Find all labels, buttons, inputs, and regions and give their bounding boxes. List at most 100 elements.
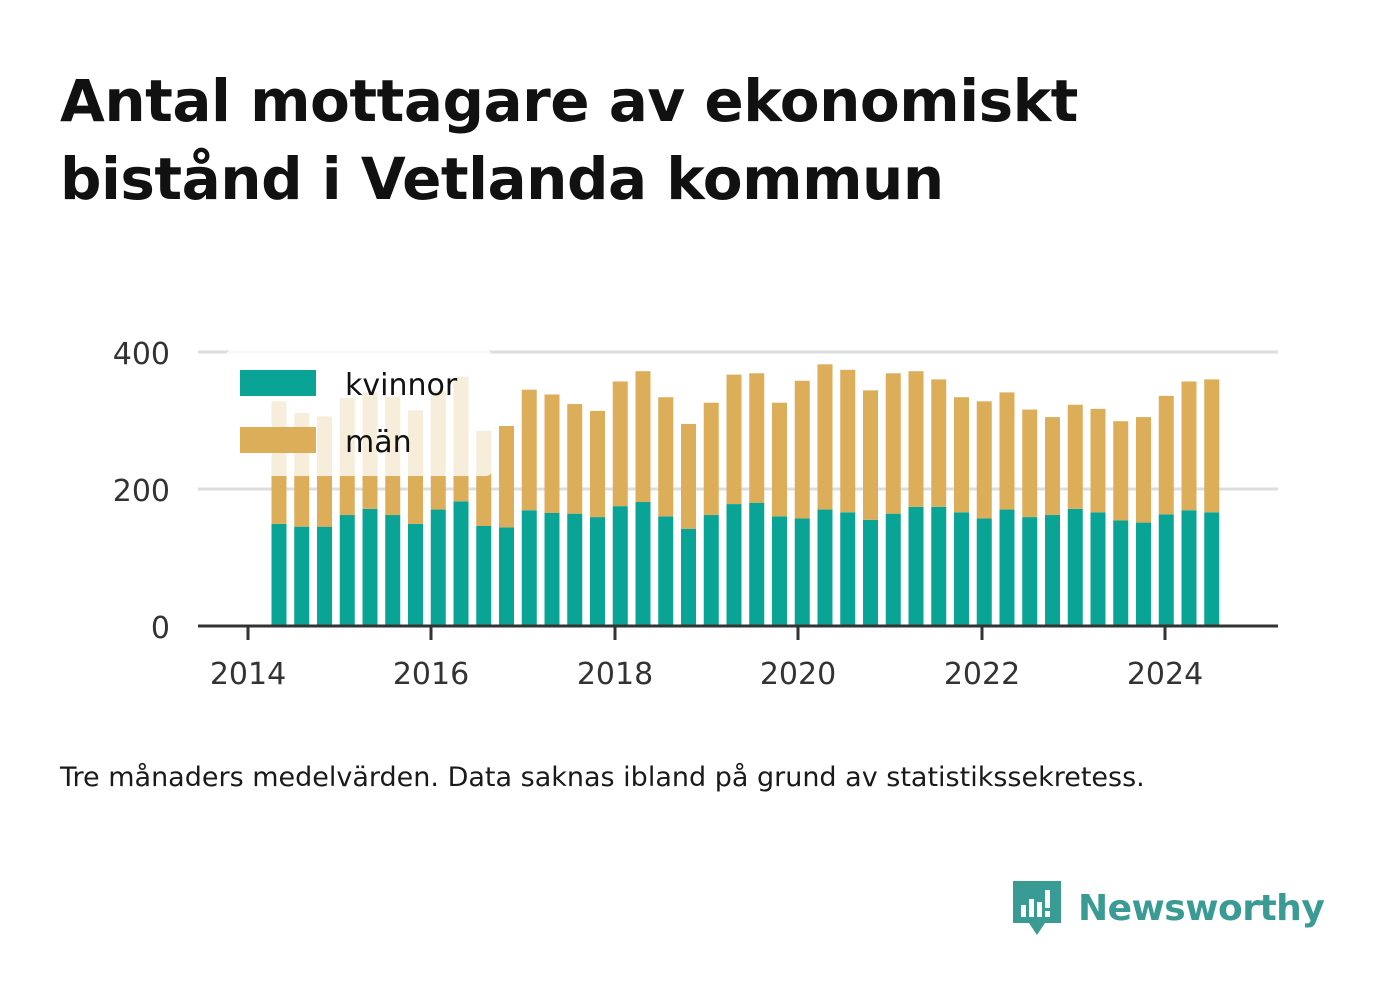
brand-logo: Newsworthy	[1010, 878, 1325, 938]
bar-kvinnor	[681, 528, 696, 626]
bar-man	[544, 394, 560, 513]
bar-kvinnor	[863, 519, 878, 627]
legend-label-man: män	[345, 425, 412, 460]
bar-man	[1067, 404, 1083, 509]
bar-man	[885, 373, 901, 514]
bar-kvinnor	[658, 516, 674, 626]
bar-kvinnor	[1045, 515, 1060, 626]
chart-title: Antal mottagare av ekonomiskt bistånd i …	[60, 62, 1260, 218]
bar-man	[794, 380, 810, 519]
bar-kvinnor	[453, 501, 469, 626]
bar-kvinnor	[271, 523, 287, 626]
legend-swatch-man	[240, 427, 316, 453]
chart-caption: Tre månaders medelvärden. Data saknas ib…	[60, 762, 1145, 793]
bar-kvinnor	[1158, 514, 1174, 627]
bar-man	[908, 371, 924, 507]
bar-kvinnor	[1181, 510, 1197, 627]
bar-kvinnor	[999, 509, 1015, 626]
bar-man	[567, 404, 583, 514]
bar-kvinnor	[817, 509, 833, 626]
bar-man	[521, 389, 537, 511]
bar-kvinnor	[703, 515, 719, 626]
bar-kvinnor	[749, 502, 765, 626]
bar-man	[1181, 381, 1197, 511]
bar-kvinnor	[499, 527, 514, 626]
bar-kvinnor	[294, 526, 310, 626]
bar-man	[863, 390, 878, 520]
bar-kvinnor	[317, 526, 332, 626]
bar-man	[976, 401, 992, 519]
bar-man	[1090, 408, 1106, 513]
bar-kvinnor	[1113, 520, 1129, 626]
x-tick-label: 2022	[944, 657, 1020, 692]
x-tick-labels: 2014 2016 2018 2020 2022 2024	[210, 657, 1203, 692]
bar-man	[931, 379, 947, 507]
bar-man	[499, 425, 514, 528]
bar-man	[1022, 409, 1038, 518]
bar-kvinnor	[1067, 508, 1083, 627]
y-tick-labels: 0 200 400	[113, 337, 170, 646]
bar-kvinnor	[476, 525, 492, 626]
bar-kvinnor	[794, 518, 810, 627]
legend-swatch-kvinnor	[240, 370, 316, 396]
newsworthy-logo-icon	[1013, 881, 1061, 935]
bar-man	[635, 371, 651, 503]
bar-man	[1113, 421, 1129, 521]
y-tick-label: 200	[113, 474, 170, 509]
bar-man	[840, 369, 856, 513]
bar-series	[271, 364, 1220, 627]
bar-man	[749, 373, 765, 503]
bar-man	[1136, 417, 1151, 523]
brand-name: Newsworthy	[1078, 887, 1325, 929]
bar-kvinnor	[635, 502, 651, 626]
bar-man	[612, 381, 628, 507]
bar-man	[726, 374, 742, 505]
bar-kvinnor	[908, 506, 924, 626]
bar-kvinnor	[726, 504, 742, 626]
bar-kvinnor	[1090, 512, 1106, 626]
x-ticks	[246, 626, 1167, 640]
bar-kvinnor	[1022, 517, 1038, 627]
bar-man	[1158, 395, 1174, 515]
bar-kvinnor	[1204, 512, 1220, 626]
bar-kvinnor	[544, 512, 560, 627]
bar-kvinnor	[772, 516, 787, 626]
bar-kvinnor	[385, 515, 401, 626]
bar-kvinnor	[976, 518, 992, 627]
legend-label-kvinnor: kvinnor	[345, 368, 458, 403]
bar-kvinnor	[521, 510, 537, 627]
bar-kvinnor	[885, 513, 901, 626]
bar-man	[681, 423, 696, 529]
bar-kvinnor	[408, 523, 423, 626]
bar-man	[817, 364, 833, 510]
bar-man	[1204, 379, 1220, 513]
bar-man	[703, 402, 719, 516]
bar-kvinnor	[1136, 522, 1151, 627]
x-tick-label: 2016	[393, 657, 469, 692]
title-line-1: Antal mottagare av ekonomiskt	[60, 67, 1078, 135]
bar-kvinnor	[840, 512, 856, 626]
bar-kvinnor	[362, 508, 378, 627]
x-tick-label: 2020	[760, 657, 836, 692]
bar-kvinnor	[339, 515, 355, 626]
bar-kvinnor	[612, 506, 628, 627]
legend: kvinnor män	[226, 350, 492, 476]
bar-kvinnor	[567, 513, 583, 626]
title-line-2: bistånd i Vetlanda kommun	[60, 145, 944, 213]
x-tick-label: 2018	[577, 657, 653, 692]
bar-man	[772, 402, 787, 517]
x-tick-label: 2014	[210, 657, 286, 692]
bar-man	[954, 397, 969, 513]
bar-kvinnor	[430, 509, 446, 626]
bar-kvinnor	[954, 512, 969, 626]
bar-kvinnor	[590, 517, 605, 627]
bar-man	[658, 397, 674, 517]
bar-kvinnor	[931, 506, 947, 626]
bar-man	[590, 410, 605, 518]
y-tick-label: 400	[113, 337, 170, 372]
y-tick-label: 0	[151, 611, 170, 646]
bar-man	[999, 392, 1015, 510]
x-tick-label: 2024	[1127, 657, 1203, 692]
bar-man	[1045, 417, 1060, 516]
